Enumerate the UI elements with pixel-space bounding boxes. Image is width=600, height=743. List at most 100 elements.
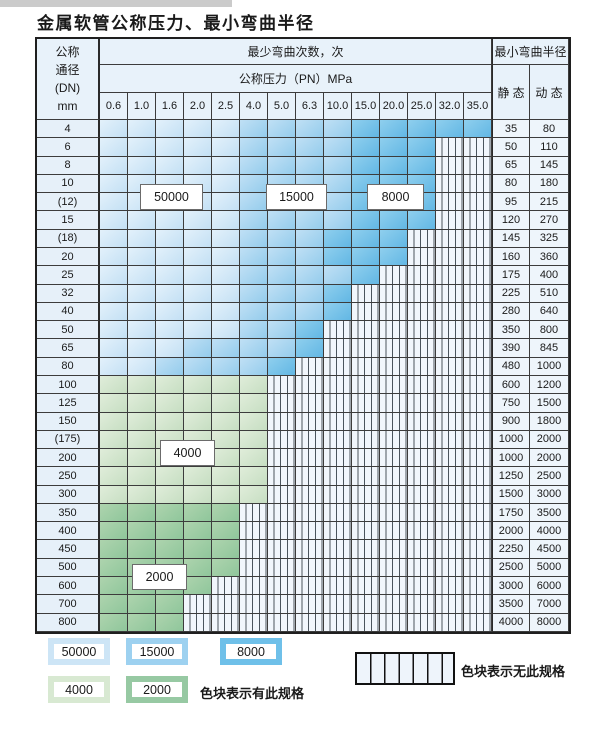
spec-cell [156,613,184,632]
spec-cell [436,467,464,486]
spec-cell [436,540,464,559]
spec-cell [324,174,352,194]
spec-cell [380,229,408,248]
spec-cell [184,138,212,157]
spec-cell [296,266,324,285]
spec-cell [408,430,436,450]
spec-cell [408,321,436,340]
spec-cell [296,357,324,376]
spec-cell [240,375,268,395]
spec-cell [408,266,436,285]
spec-cell [380,449,408,468]
spec-cell [184,211,212,230]
spec-cell [324,247,352,267]
pressure-col-35.0: 35.0 [464,93,492,120]
dynamic-value-cell: 270 [530,211,569,230]
spec-cell [464,302,492,322]
spec-cell [380,302,408,322]
zone-label-4000: 4000 [160,440,215,466]
spec-cell [100,302,128,322]
spec-cell [268,211,296,230]
static-value-cell: 2000 [492,522,530,541]
dynamic-value-cell: 215 [530,193,569,212]
spec-cell [436,449,464,468]
spec-cell [380,485,408,504]
spec-cell [464,394,492,413]
dn-label-cell: 8 [37,156,100,175]
spec-cell [156,321,184,340]
spec-cell [324,266,352,285]
spec-cell [212,577,240,596]
spec-cell [380,522,408,541]
static-value-cell: 95 [492,193,530,212]
spec-cell [240,449,268,468]
spec-cell [212,503,240,523]
spec-cell [184,522,212,541]
spec-cell [212,375,240,395]
spec-cell [464,503,492,523]
spec-cell [268,321,296,340]
spec-cell [100,558,128,578]
dynamic-value-cell: 5000 [530,558,569,578]
spec-cell [240,577,268,596]
spec-cell [324,120,352,139]
legend-swatch-8000: 8000 [220,638,282,665]
spec-cell [464,247,492,267]
spec-cell [408,522,436,541]
spec-cell [212,357,240,376]
spec-cell [212,412,240,431]
radius-header: 最小弯曲半径 [492,39,569,65]
spec-cell [464,211,492,230]
spec-cell [212,339,240,358]
spec-cell [212,430,240,450]
legend-has-spec-text: 色块表示有此规格 [200,686,305,701]
spec-cell [184,613,212,632]
spec-cell [464,156,492,175]
spec-cell [128,339,156,358]
dn-label-cell: 80 [37,357,100,376]
dn-label-cell: 50 [37,321,100,340]
spec-cell [268,120,296,139]
spec-cell [128,449,156,468]
dynamic-value-cell: 845 [530,339,569,358]
spec-cell [352,540,380,559]
spec-cell [156,540,184,559]
spec-cell [436,321,464,340]
spec-cell [156,357,184,376]
spec-cell [436,613,464,632]
dynamic-value-cell: 800 [530,321,569,340]
spec-cell [408,284,436,303]
dynamic-header: 动 态 [530,65,569,120]
spec-cell [436,394,464,413]
spec-cell [128,229,156,248]
spec-cell [268,449,296,468]
spec-cell [184,302,212,322]
spec-cell [212,229,240,248]
spec-cell [212,156,240,175]
static-value-cell: 350 [492,321,530,340]
spec-cell [436,266,464,285]
spec-cell [352,156,380,175]
spec-cell [324,449,352,468]
spec-cell [464,138,492,157]
spec-cell [240,302,268,322]
spec-cell [324,321,352,340]
spec-cell [352,595,380,614]
static-value-cell: 3500 [492,595,530,614]
spec-cell [240,595,268,614]
spec-cell [380,558,408,578]
spec-cell [268,558,296,578]
spec-cell [240,558,268,578]
spec-cell [184,595,212,614]
spec-cell [352,412,380,431]
spec-cell [380,357,408,376]
spec-cell [240,339,268,358]
spec-cell [156,595,184,614]
spec-cell [436,120,464,139]
spec-cell [352,577,380,596]
spec-cell [128,430,156,450]
spec-cell [240,522,268,541]
spec-cell [408,211,436,230]
spec-cell [156,467,184,486]
static-value-cell: 1500 [492,485,530,504]
